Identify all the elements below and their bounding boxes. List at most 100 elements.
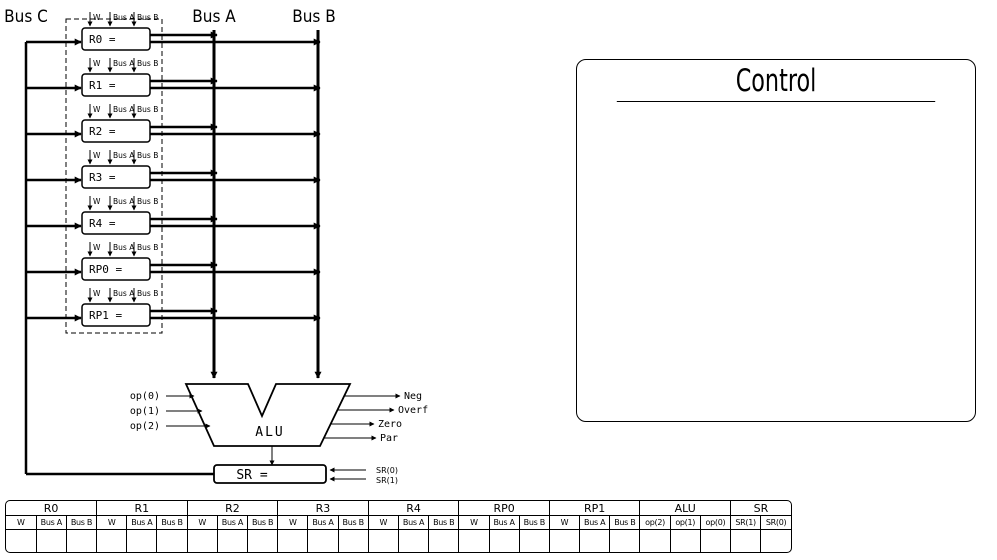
sr-register: [213, 464, 327, 484]
alu-input-label: op(0): [130, 391, 160, 402]
register-box: [81, 257, 151, 281]
control-signal-value-cell[interactable]: [6, 529, 37, 552]
control-signal-value-cell[interactable]: [277, 529, 309, 552]
control-signal-value-cell[interactable]: [367, 529, 399, 552]
control-group-row: R0 R1 R2 R3 R4 RP0 RP1 ALU SR: [6, 501, 791, 516]
control-signal-label: W: [186, 515, 218, 530]
control-signal-value-cell[interactable]: [35, 529, 67, 552]
bus-a-signal-label: Bus A: [113, 197, 135, 206]
control-group-sr: SR: [730, 501, 791, 516]
control-signal-value-cell[interactable]: [760, 529, 791, 552]
control-signal-label: W: [548, 515, 581, 530]
control-signal-value-cell[interactable]: [609, 529, 641, 552]
bus-a-signal-label: Bus A: [113, 13, 135, 22]
control-panel: Control: [576, 59, 976, 422]
control-signal-value-cell[interactable]: [518, 529, 550, 552]
control-signal-label: Bus B: [428, 515, 460, 530]
alu-output-label-overf: Overf: [398, 405, 428, 416]
sr-input-1-label: SR(1): [376, 476, 398, 485]
control-signal-label: Bus A: [35, 515, 67, 530]
w-signal-label: W: [93, 13, 101, 22]
register-r1: W Bus A Bus B R1 =: [26, 58, 321, 97]
control-signal-value-cell[interactable]: [579, 529, 611, 552]
register-box: [81, 211, 151, 235]
bus-a-label: Bus A: [192, 7, 236, 27]
control-signal-label: Bus B: [246, 515, 279, 530]
control-signal-value-cell[interactable]: [337, 529, 369, 552]
control-signal-value-cell[interactable]: [639, 529, 671, 552]
bus-b-signal-label: Bus B: [137, 59, 158, 68]
control-group-alu: ALU: [639, 501, 731, 516]
register-r4: W Bus A Bus B R4 =: [26, 196, 321, 235]
control-signal-value-cell[interactable]: [699, 529, 732, 552]
sr-label: SR =: [236, 468, 267, 483]
control-signal-label: Bus A: [307, 515, 339, 530]
alu-shape: [184, 383, 352, 447]
register-r0: W Bus A Bus B R0 =: [26, 12, 321, 51]
control-group-rp0: RP0: [458, 501, 550, 516]
control-group-r3: R3: [277, 501, 369, 516]
control-signal-value-cell[interactable]: [246, 529, 279, 552]
control-signal-value-cell[interactable]: [96, 529, 128, 552]
control-signal-label: Bus B: [337, 515, 369, 530]
w-signal-label: W: [93, 151, 101, 160]
register-box: [81, 165, 151, 189]
control-signal-label: Bus B: [156, 515, 188, 530]
control-signal-value-cell[interactable]: [669, 529, 701, 552]
control-body: [577, 102, 975, 420]
control-signal-label: W: [6, 515, 37, 530]
register-label: R4 =: [89, 217, 116, 230]
control-signal-value-cell[interactable]: [548, 529, 581, 552]
control-signal-label: Bus B: [518, 515, 550, 530]
control-group-r1: R1: [96, 501, 188, 516]
bus-b-label: Bus B: [292, 7, 336, 27]
register-r3: W Bus A Bus B R3 =: [26, 150, 321, 189]
bus-a-signal-label: Bus A: [113, 289, 135, 298]
control-signal-label: W: [458, 515, 490, 530]
register-box: [81, 303, 151, 327]
control-signal-value-cell[interactable]: [729, 529, 762, 552]
alu-inputs: op(0) op(1) op(2): [130, 391, 211, 432]
control-signal-value-cell[interactable]: [126, 529, 158, 552]
register-label: R1 =: [89, 79, 116, 92]
control-signal-label: op(2): [639, 515, 671, 530]
control-signal-value-cell[interactable]: [428, 529, 460, 552]
register-box: [81, 27, 151, 51]
control-signal-value-cell[interactable]: [458, 529, 490, 552]
alu-output-label-par: Par: [380, 433, 398, 444]
alu-output-label-zero: Zero: [378, 419, 402, 430]
register-box: [81, 73, 151, 97]
bus-b-signal-label: Bus B: [137, 151, 158, 160]
bus-b-signal-label: Bus B: [137, 105, 158, 114]
control-signal-value-cell[interactable]: [307, 529, 339, 552]
register-label: R3 =: [89, 171, 116, 184]
alu-input-label: op(1): [130, 406, 160, 417]
bus-b-signal-label: Bus B: [137, 197, 158, 206]
control-title: Control: [616, 60, 936, 102]
control-signal-label: SR(0): [760, 515, 791, 530]
bus-b-signal-label: Bus B: [137, 289, 158, 298]
w-signal-label: W: [93, 197, 101, 206]
control-group-rp1: RP1: [548, 501, 641, 516]
control-signal-label: Bus A: [397, 515, 430, 530]
control-signal-label: Bus B: [609, 515, 641, 530]
control-signal-label: op(1): [669, 515, 701, 530]
control-signal-value-cell[interactable]: [186, 529, 218, 552]
alu-input-label: op(2): [130, 421, 160, 432]
control-signal-label: W: [277, 515, 309, 530]
control-signal-label: Bus A: [579, 515, 611, 530]
control-signal-value-cell[interactable]: [397, 529, 430, 552]
bus-a-signal-label: Bus A: [113, 151, 135, 160]
control-signal-value-cell[interactable]: [488, 529, 520, 552]
control-signal-value-cell[interactable]: [156, 529, 188, 552]
control-signal-label: Bus A: [126, 515, 158, 530]
control-signal-value-cell[interactable]: [65, 529, 98, 552]
control-signal-label: Bus A: [488, 515, 520, 530]
control-signal-value-cell[interactable]: [216, 529, 249, 552]
register-r2: W Bus A Bus B R2 =: [26, 104, 321, 143]
bus-c-label: Bus C: [4, 7, 48, 27]
w-signal-label: W: [93, 59, 101, 68]
